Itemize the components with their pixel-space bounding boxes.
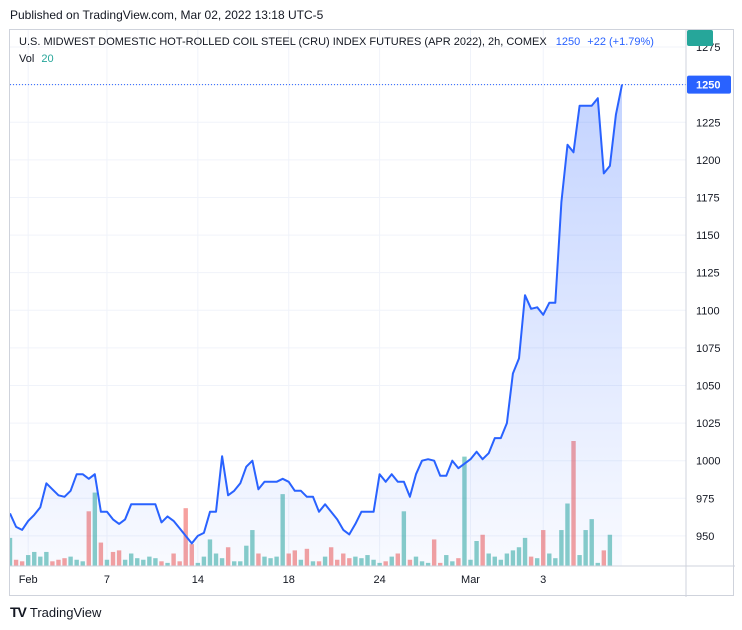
legend-title: U.S. MIDWEST DOMESTIC HOT-ROLLED COIL ST… bbox=[19, 36, 547, 48]
y-tick-label: 975 bbox=[696, 493, 714, 505]
tradingview-logo-icon: TV bbox=[10, 604, 27, 620]
y-tick-label: 1050 bbox=[696, 380, 720, 392]
legend-price: 1250 bbox=[555, 36, 581, 48]
chart-frame[interactable]: 950 975 1000 1025 1050 1075 1100 1125 1150 1175 12… bbox=[9, 29, 735, 597]
last-volume-badge bbox=[687, 30, 713, 46]
y-tick-label: 1150 bbox=[696, 230, 720, 242]
last-price-label: 1250 bbox=[696, 80, 720, 92]
x-tick-label: 14 bbox=[192, 574, 204, 586]
y-tick-label: 950 bbox=[696, 531, 714, 543]
last-volume-label: 20 bbox=[693, 30, 705, 33]
y-tick-label: 1225 bbox=[696, 117, 720, 129]
chart-legend: U.S. MIDWEST DOMESTIC HOT-ROLLED COIL ST… bbox=[19, 36, 654, 48]
x-tick-label: 24 bbox=[373, 574, 385, 586]
y-tick-label: 1175 bbox=[696, 192, 720, 204]
volume-value: 20 bbox=[41, 53, 54, 65]
footer-brand[interactable]: TV TradingView bbox=[10, 604, 101, 620]
y-tick-label: 1025 bbox=[696, 418, 720, 430]
last-price-badge bbox=[687, 75, 731, 94]
price-area bbox=[10, 84, 622, 566]
y-tick-label: 1000 bbox=[696, 456, 720, 468]
x-tick-label: 18 bbox=[283, 574, 295, 586]
x-tick-label: Feb bbox=[19, 574, 38, 586]
x-tick-label: Mar bbox=[461, 574, 480, 586]
brand-name: TradingView bbox=[29, 604, 102, 620]
volume-legend: Vol 20 bbox=[19, 53, 54, 65]
legend-change: +22 (+1.79%) bbox=[587, 36, 654, 48]
price-chart[interactable]: 950 975 1000 1025 1050 1075 1100 1125 1150 1175 12… bbox=[10, 30, 735, 597]
y-tick-label: 1200 bbox=[696, 155, 720, 167]
x-tick-label: 3 bbox=[540, 574, 546, 586]
volume-label: Vol bbox=[19, 53, 35, 65]
x-tick-label: 7 bbox=[104, 574, 110, 586]
y-tick-label: 1125 bbox=[696, 268, 720, 280]
y-tick-label: 1100 bbox=[696, 305, 720, 317]
published-caption: Published on TradingView.com, Mar 02, 20… bbox=[10, 8, 324, 22]
price-line bbox=[10, 84, 623, 545]
y-tick-label: 1075 bbox=[696, 343, 720, 355]
